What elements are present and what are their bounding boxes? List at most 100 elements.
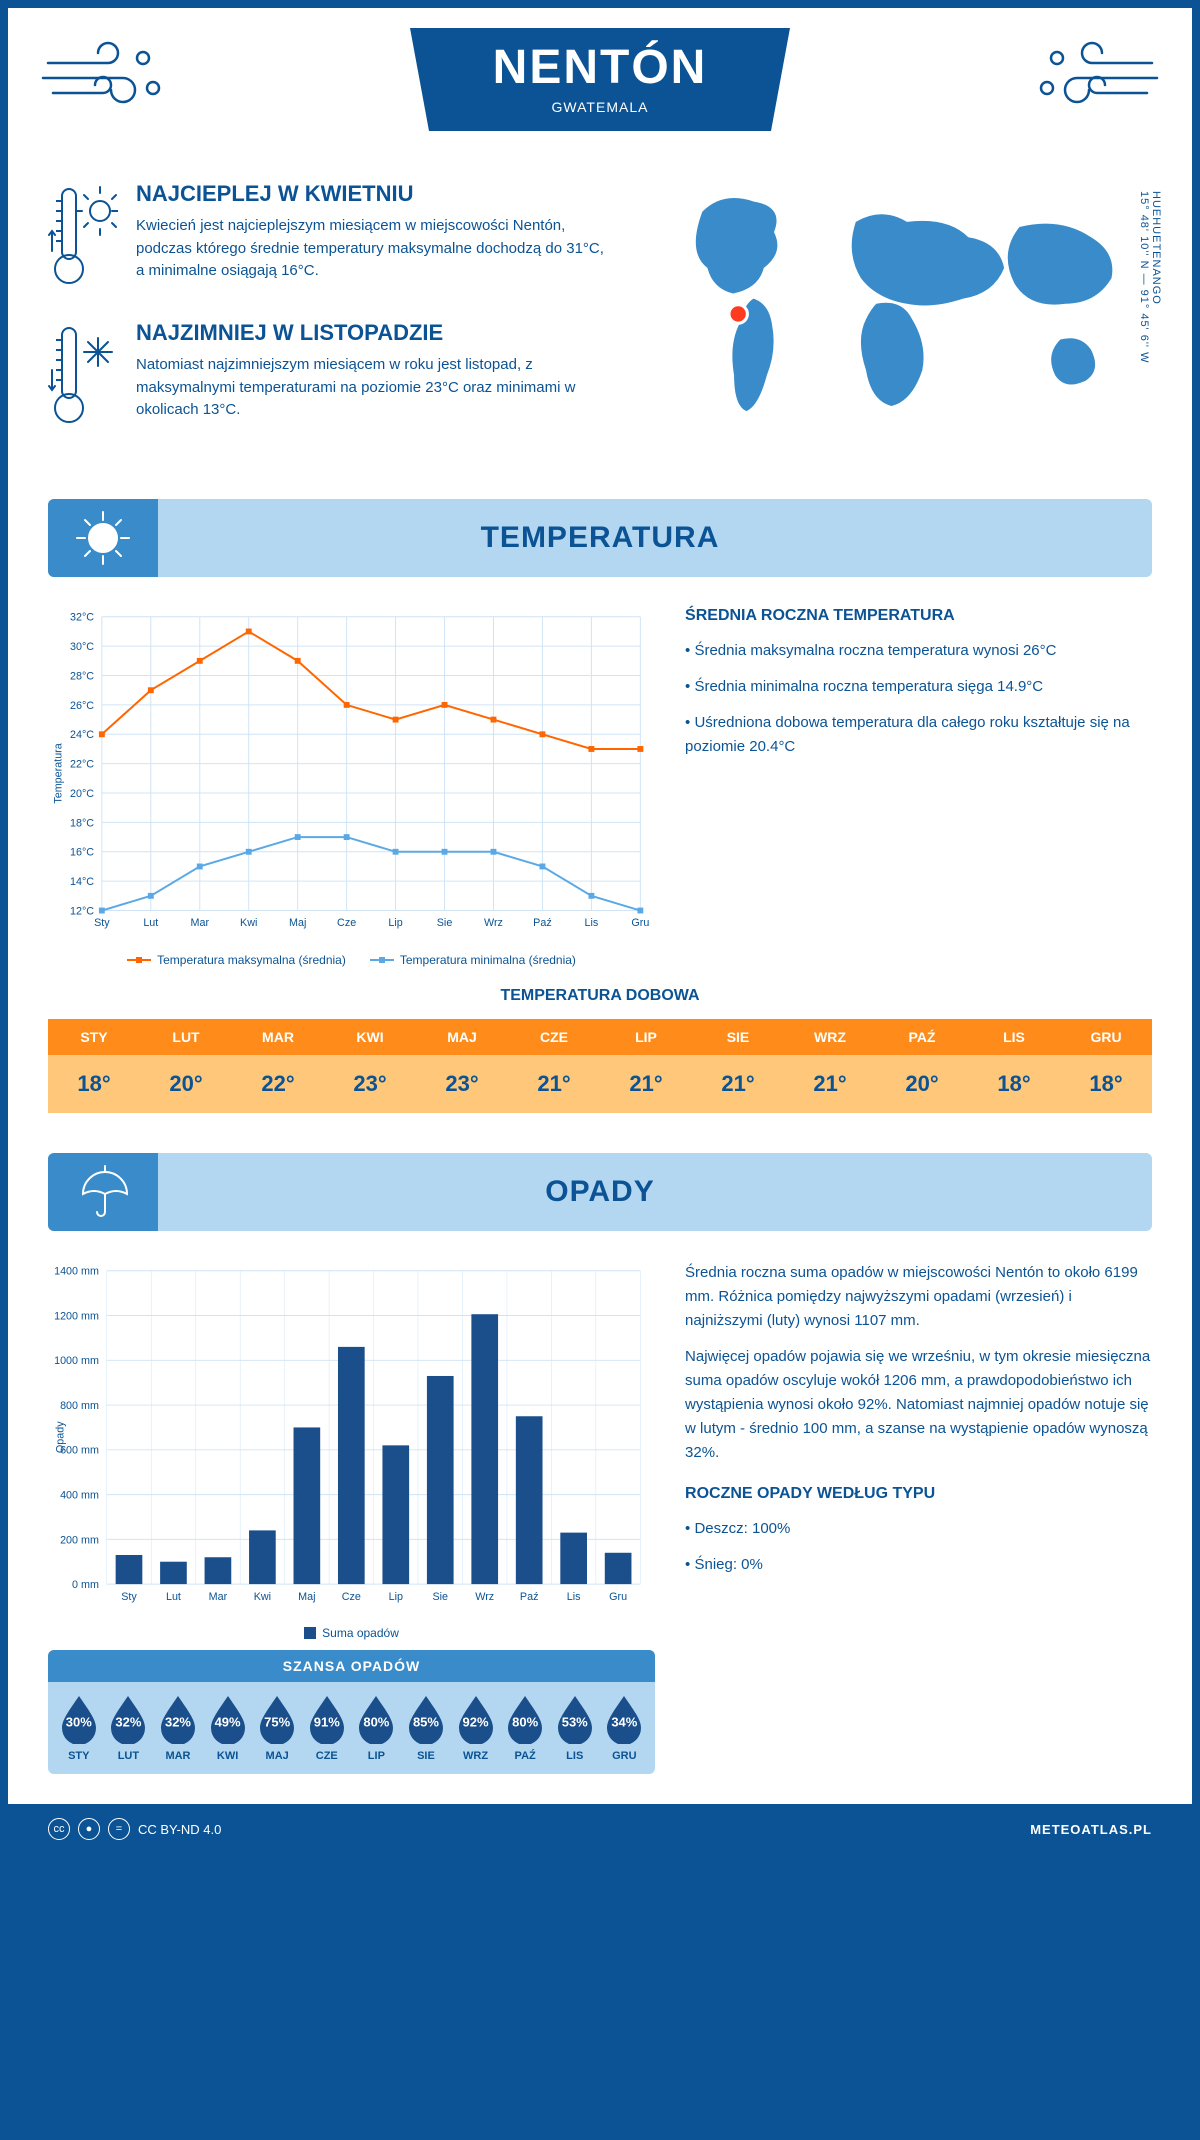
svg-text:Lis: Lis (585, 917, 599, 929)
month-header: CZE (508, 1019, 600, 1055)
svg-text:Mar: Mar (191, 917, 210, 929)
month-header: GRU (1060, 1019, 1152, 1055)
drop-percent: 53% (562, 1714, 588, 1729)
svg-text:1400 mm: 1400 mm (54, 1266, 99, 1278)
drop-cell: 92% WRZ (451, 1694, 501, 1762)
wind-icon (1022, 38, 1162, 118)
coords-text: 15° 48' 10'' N — 91° 45' 6'' W (1138, 191, 1150, 363)
chance-box: SZANSA OPADÓW 30% STY 32% LUT 32% MAR 49… (48, 1650, 655, 1774)
temp-text-column: ŚREDNIA ROCZNA TEMPERATURA • Średnia mak… (685, 607, 1152, 967)
svg-text:Opady: Opady (55, 1421, 67, 1453)
infographic-page: NENTÓN GWATEMALA NAJCIEPLEJ W KWIETNIU K… (8, 8, 1192, 1854)
drop-month: WRZ (451, 1750, 501, 1762)
month-header: MAR (232, 1019, 324, 1055)
svg-text:Sty: Sty (121, 1591, 137, 1603)
svg-text:Paź: Paź (520, 1591, 539, 1603)
svg-text:Sie: Sie (437, 917, 453, 929)
drop-percent: 30% (66, 1714, 92, 1729)
raindrop-icon: 80% (355, 1694, 397, 1744)
warm-text: Kwiecień jest najcieplejszym miesiącem w… (136, 215, 611, 283)
drop-percent: 49% (215, 1714, 241, 1729)
svg-text:Sty: Sty (94, 917, 110, 929)
svg-text:18°C: 18°C (70, 817, 94, 829)
temperature-line-chart: 12°C14°C16°C18°C20°C22°C24°C26°C28°C30°C… (48, 607, 655, 940)
chance-heading: SZANSA OPADÓW (48, 1650, 655, 1682)
svg-text:24°C: 24°C (70, 729, 94, 741)
svg-text:28°C: 28°C (70, 670, 94, 682)
site-name: METEOATLAS.PL (1030, 1822, 1152, 1837)
intro-section: NAJCIEPLEJ W KWIETNIU Kwiecień jest najc… (8, 161, 1192, 489)
precip-legend: Suma opadów (48, 1626, 655, 1640)
country-name: GWATEMALA (470, 99, 730, 115)
license-block: cc ● = CC BY-ND 4.0 (48, 1818, 221, 1840)
svg-text:Lip: Lip (389, 1591, 403, 1603)
drop-month: MAJ (252, 1750, 302, 1762)
precipitation-body: 0 mm200 mm400 mm600 mm800 mm1000 mm1200 … (8, 1241, 1192, 1784)
precip-para: Najwięcej opadów pojawia się we wrześniu… (685, 1345, 1152, 1465)
svg-text:Kwi: Kwi (240, 917, 257, 929)
precip-snow: • Śnieg: 0% (685, 1553, 1152, 1577)
daily-heading: TEMPERATURA DOBOWA (48, 987, 1152, 1005)
precip-text-column: Średnia roczna suma opadów w miejscowośc… (685, 1261, 1152, 1774)
cold-title: NAJZIMNIEJ W LISTOPADZIE (136, 320, 611, 346)
region-label: HUEHUETENANGO (1150, 191, 1162, 305)
nd-icon: = (108, 1818, 130, 1840)
svg-text:Maj: Maj (298, 1591, 315, 1603)
coordinates: HUEHUETENANGO 15° 48' 10'' N — 91° 45' 6… (1138, 191, 1162, 363)
thermometer-snow-icon (48, 320, 118, 435)
drop-month: CZE (302, 1750, 352, 1762)
svg-text:Paź: Paź (533, 917, 552, 929)
temp-bullet: • Uśredniona dobowa temperatura dla całe… (685, 711, 1152, 759)
raindrop-icon: 32% (157, 1694, 199, 1744)
month-header: LIP (600, 1019, 692, 1055)
svg-text:Wrz: Wrz (475, 1591, 494, 1603)
drop-month: LIS (550, 1750, 600, 1762)
city-name: NENTÓN (470, 40, 730, 95)
drop-month: GRU (600, 1750, 650, 1762)
month-header: PAŹ (876, 1019, 968, 1055)
month-value: 21° (784, 1055, 876, 1113)
svg-text:1000 mm: 1000 mm (54, 1355, 99, 1367)
temperature-heading: TEMPERATURA (48, 521, 1152, 555)
drop-month: PAŹ (500, 1750, 550, 1762)
drop-percent: 32% (115, 1714, 141, 1729)
month-value: 20° (140, 1055, 232, 1113)
drop-percent: 80% (363, 1714, 389, 1729)
raindrop-icon: 85% (405, 1694, 447, 1744)
svg-text:32°C: 32°C (70, 612, 94, 624)
month-header: STY (48, 1019, 140, 1055)
month-value: 18° (968, 1055, 1060, 1113)
map-column: HUEHUETENANGO 15° 48' 10'' N — 91° 45' 6… (641, 181, 1152, 459)
svg-text:12°C: 12°C (70, 905, 94, 917)
svg-text:Gru: Gru (631, 917, 649, 929)
title-banner: NENTÓN GWATEMALA (410, 28, 790, 131)
fact-content: NAJCIEPLEJ W KWIETNIU Kwiecień jest najc… (136, 181, 611, 296)
svg-text:800 mm: 800 mm (60, 1400, 99, 1412)
month-value: 21° (600, 1055, 692, 1113)
drops-row: 30% STY 32% LUT 32% MAR 49% KWI (48, 1682, 655, 1774)
legend-sum: Suma opadów (304, 1626, 399, 1640)
temp-legend: Temperatura maksymalna (średnia) Tempera… (48, 953, 655, 967)
drop-cell: 32% LUT (104, 1694, 154, 1762)
thermometer-sun-icon (48, 181, 118, 296)
svg-text:Lut: Lut (143, 917, 158, 929)
svg-text:400 mm: 400 mm (60, 1489, 99, 1501)
cold-fact: NAJZIMNIEJ W LISTOPADZIE Natomiast najzi… (48, 320, 611, 435)
legend-max: Temperatura maksymalna (średnia) (127, 953, 346, 967)
month-value: 18° (1060, 1055, 1152, 1113)
month-header: LIS (968, 1019, 1060, 1055)
month-value: 18° (48, 1055, 140, 1113)
drop-percent: 80% (512, 1714, 538, 1729)
month-value: 21° (692, 1055, 784, 1113)
daily-temp-section: TEMPERATURA DOBOWA STYLUTMARKWIMAJCZELIP… (8, 987, 1192, 1143)
drop-cell: 75% MAJ (252, 1694, 302, 1762)
svg-text:14°C: 14°C (70, 876, 94, 888)
precip-chart-column: 0 mm200 mm400 mm600 mm800 mm1000 mm1200 … (48, 1261, 655, 1774)
raindrop-icon: 49% (207, 1694, 249, 1744)
fact-content: NAJZIMNIEJ W LISTOPADZIE Natomiast najzi… (136, 320, 611, 435)
svg-text:30°C: 30°C (70, 641, 94, 653)
svg-text:0 mm: 0 mm (72, 1579, 99, 1591)
temperature-body: 12°C14°C16°C18°C20°C22°C24°C26°C28°C30°C… (8, 587, 1192, 987)
svg-text:Temperatura: Temperatura (53, 743, 65, 803)
drop-cell: 80% PAŹ (500, 1694, 550, 1762)
